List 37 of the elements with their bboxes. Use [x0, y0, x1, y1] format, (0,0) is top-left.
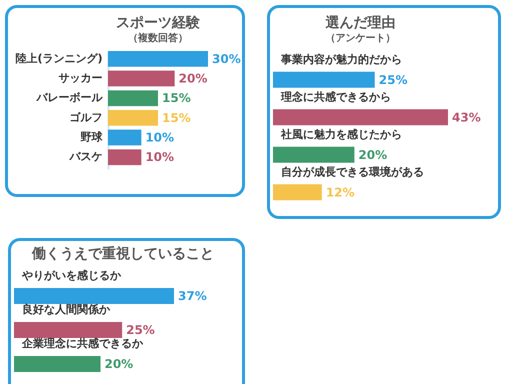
data-label: 37%	[178, 289, 207, 303]
data-label: 43%	[452, 110, 481, 124]
data-label: 25%	[126, 323, 155, 337]
bar	[108, 130, 142, 146]
y-tick-label: 社風に魅力を感じたから	[280, 128, 402, 141]
data-label: 12%	[326, 185, 355, 200]
bar	[108, 90, 158, 106]
y-tick-label: サッカー	[58, 72, 102, 85]
y-tick-label: ゴルフ	[70, 110, 102, 124]
data-label: 15%	[162, 91, 191, 106]
y-tick-label: 野球	[80, 130, 104, 144]
y-tick-label: 良好な人間関係か	[22, 303, 111, 316]
y-tick-label: 企業理念に共感できるか	[21, 337, 144, 350]
bar	[108, 149, 142, 166]
y-tick-label: 事業内容が魅力的だから	[280, 52, 402, 66]
data-label: 20%	[358, 148, 388, 162]
data-label: 20%	[104, 357, 134, 371]
bar	[108, 110, 158, 126]
data-label: 10%	[145, 150, 174, 164]
y-tick-label: バレーボール	[36, 91, 104, 104]
data-label: 10%	[145, 130, 174, 145]
bar	[108, 51, 208, 67]
chart-subtitle: （アンケート）	[326, 33, 396, 44]
chart-title: スポーツ経験	[116, 15, 201, 31]
y-tick-label: 理念に共感できるから	[280, 90, 391, 104]
data-label: 30%	[212, 52, 241, 66]
y-tick-label: 自分が成長できる環境がある	[281, 165, 424, 178]
y-tick-label: やりがいを感じるか	[21, 269, 122, 282]
chart-title: 働くうえで重視していること	[31, 245, 214, 262]
y-tick-label: 陸上(ランニング)	[15, 52, 102, 65]
chart-subtitle: （複数回答）	[128, 32, 188, 44]
chart-title: 選んだ理由	[324, 15, 396, 31]
bar	[108, 70, 175, 86]
data-label: 15%	[162, 110, 191, 125]
data-label: 25%	[378, 72, 408, 87]
y-tick-label: バスケ	[68, 150, 102, 164]
data-label: 20%	[178, 72, 208, 86]
